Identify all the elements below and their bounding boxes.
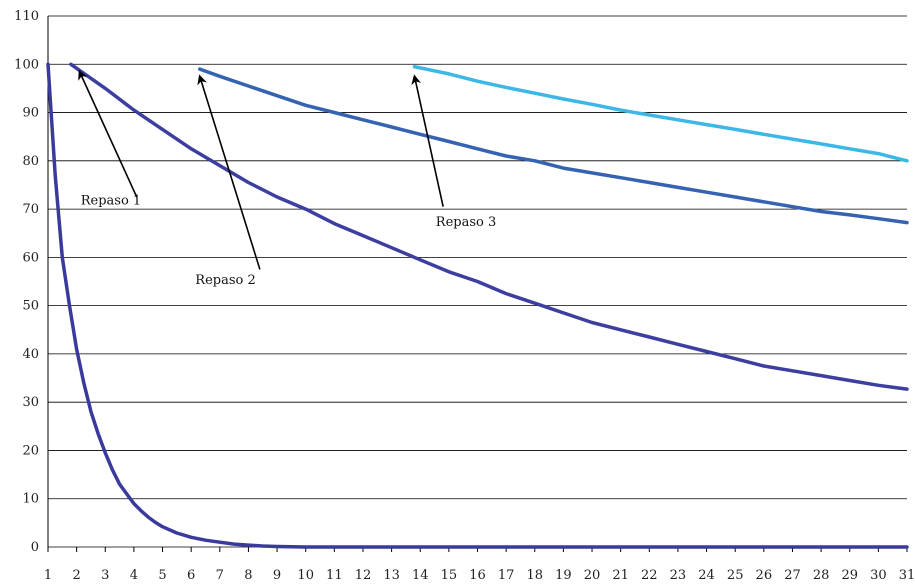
x-tick-label: 26 [756, 568, 773, 583]
x-tick-label: 17 [498, 568, 515, 583]
x-tick-label: 6 [187, 568, 195, 583]
y-tick-label: 40 [22, 347, 39, 362]
x-tick-label: 23 [670, 568, 687, 583]
x-tick-label: 24 [698, 568, 715, 583]
grid-lines [47, 15, 907, 548]
annotation-arrow-1 [78, 69, 138, 198]
y-tick-label: 30 [22, 395, 39, 410]
x-tick-label: 4 [130, 568, 138, 583]
y-tick-labels: 0 10 20 30 40 50 60 70 80 90 100 110 [14, 9, 39, 555]
x-tick-label: 20 [584, 568, 601, 583]
x-tick-label: 10 [297, 568, 314, 583]
x-tick-label: 5 [158, 568, 166, 583]
annotation-arrow-2 [197, 74, 261, 270]
x-tick-label: 28 [813, 568, 830, 583]
x-tick-label: 12 [355, 568, 372, 583]
series-line-2 [69, 62, 909, 391]
x-tick-label: 8 [244, 568, 252, 583]
x-tick-label: 3 [101, 568, 109, 583]
x-tick-label: 27 [784, 568, 801, 583]
x-tick-label: 7 [216, 568, 224, 583]
x-tick-label: 1 [44, 568, 52, 583]
annotation-label-1: Repaso 1 [81, 193, 141, 208]
x-tick-label: 15 [441, 568, 458, 583]
x-tick-label: 11 [326, 568, 343, 583]
x-tick-label: 14 [412, 568, 429, 583]
y-tick-label: 20 [22, 443, 39, 458]
y-tick-label: 60 [22, 250, 39, 265]
series-line-4 [412, 64, 909, 163]
y-tick-label: 100 [14, 57, 39, 72]
annotation-label-2: Repaso 2 [195, 273, 255, 288]
series-line-3 [198, 67, 909, 225]
x-tick-label: 9 [273, 568, 281, 583]
x-tick-label: 2 [72, 568, 80, 583]
x-tick-labels: 1 2 3 4 5 6 7 8 9 10 11 12 13 14 15 16 17 18 19 20 21 22 23 24 2… [44, 547, 915, 583]
x-tick-label: 16 [469, 568, 486, 583]
y-tick-label: 10 [22, 492, 39, 507]
y-tick-label: 0 [31, 540, 39, 555]
y-tick-label: 90 [22, 106, 39, 121]
annotations: Repaso 1 Repaso 2 Repaso 3 [78, 69, 496, 288]
annotation-label-3: Repaso 3 [436, 215, 496, 230]
y-tick-label: 80 [22, 154, 39, 169]
x-tick-label: 31 [899, 568, 915, 583]
x-tick-label: 30 [870, 568, 887, 583]
series-line-1 [46, 62, 909, 549]
x-tick-label: 18 [526, 568, 543, 583]
x-tick-label: 22 [641, 568, 658, 583]
annotation-arrow-3 [411, 74, 444, 207]
y-tick-label: 110 [14, 9, 39, 24]
y-tick-label: 50 [22, 299, 39, 314]
x-tick-label: 13 [383, 568, 400, 583]
x-tick-label: 19 [555, 568, 572, 583]
series-lines [46, 62, 909, 549]
x-tick-label: 25 [727, 568, 744, 583]
y-tick-label: 70 [22, 202, 39, 217]
x-tick-label: 21 [612, 568, 629, 583]
x-tick-label: 29 [841, 568, 858, 583]
